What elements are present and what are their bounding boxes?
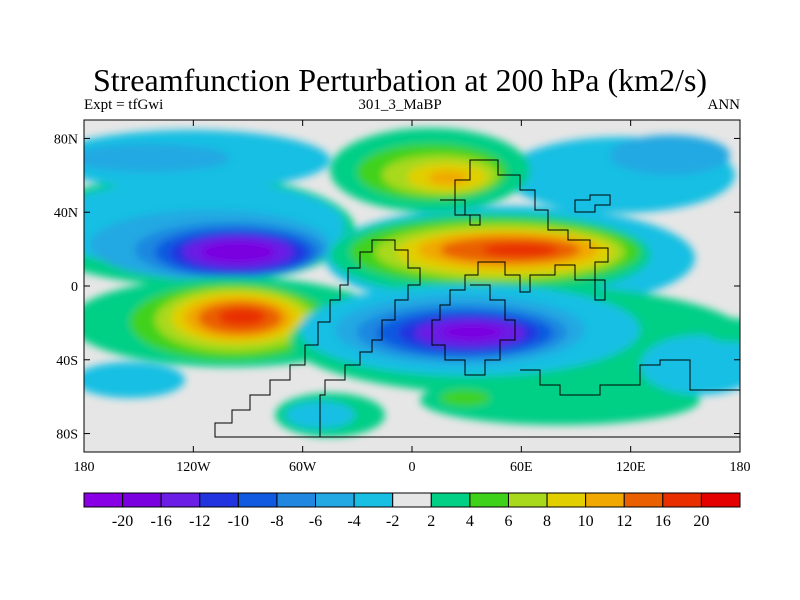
colorbar-swatch bbox=[353, 492, 394, 508]
contour-south-1 bbox=[420, 375, 700, 425]
colorbar-swatch bbox=[623, 492, 664, 508]
colorbar-label: 20 bbox=[693, 513, 709, 530]
colorbar-label: -10 bbox=[228, 513, 249, 530]
colorbar-swatch bbox=[160, 492, 201, 508]
colorbar-swatch bbox=[700, 492, 741, 508]
colorbar-swatch bbox=[662, 492, 702, 508]
colorbar: -20 -16 -12 -10 -8 -6 -4 -2 2 4 6 8 10 12 16 20 bbox=[83, 492, 741, 530]
outline-australia-antarctic bbox=[215, 359, 740, 438]
contour-indian-8 bbox=[440, 324, 504, 340]
outline-greenland bbox=[574, 194, 611, 213]
colorbar-label: 6 bbox=[504, 513, 512, 530]
contour-south-2 bbox=[440, 390, 490, 406]
colorbar-swatch bbox=[546, 492, 587, 508]
continent-outlines bbox=[214, 159, 740, 438]
colorbar-swatch bbox=[199, 492, 239, 508]
colorbar-swatch bbox=[507, 492, 548, 508]
colorbar-swatch bbox=[276, 492, 317, 508]
contour-asia-8 bbox=[482, 243, 558, 257]
colorbar-label: -6 bbox=[309, 513, 322, 530]
x-tick-label: 120W bbox=[176, 460, 211, 475]
axis-ticks: 180 120W 60W 0 60E 120E 180 80N 40N 0 40S 80S bbox=[54, 120, 751, 475]
x-tick-label: 60W bbox=[289, 460, 317, 475]
right-subtitle: ANN bbox=[707, 97, 741, 113]
colorbar-label: 8 bbox=[543, 513, 551, 530]
colorbar-label: 10 bbox=[578, 513, 594, 530]
colorbar-label: -8 bbox=[270, 513, 283, 530]
chart-title: Streamfunction Perturbation at 200 hPa (… bbox=[92, 62, 708, 98]
x-tick-label: 0 bbox=[409, 460, 416, 475]
contour-nband-2 bbox=[84, 144, 230, 172]
x-tick-label: 120E bbox=[616, 460, 646, 475]
contour-pacsh-7 bbox=[218, 308, 266, 326]
colorbar-swatch bbox=[430, 492, 471, 508]
colorbar-label: -16 bbox=[151, 513, 172, 530]
contour-nband-4 bbox=[610, 135, 730, 175]
colorbar-label: -4 bbox=[347, 513, 360, 530]
outline-europe bbox=[454, 199, 481, 226]
colorbar-swatch bbox=[469, 492, 509, 508]
colorbar-swatch bbox=[83, 492, 124, 508]
colorbar-label: 12 bbox=[616, 513, 632, 530]
center-subtitle: 301_3_MaBP bbox=[358, 97, 442, 113]
contour-blob-1 bbox=[84, 362, 185, 398]
x-tick-label: 60E bbox=[510, 460, 533, 475]
outline-eurasia bbox=[431, 159, 609, 376]
outline-americas bbox=[214, 239, 421, 438]
colorbar-label: -2 bbox=[386, 513, 399, 530]
y-tick-label: 80S bbox=[56, 428, 78, 443]
colorbar-swatch bbox=[392, 492, 432, 508]
contour-arctic-5 bbox=[428, 171, 468, 185]
y-tick-label: 40S bbox=[56, 354, 78, 369]
colorbar-label: 2 bbox=[427, 513, 435, 530]
contour-field bbox=[84, 128, 740, 438]
colorbar-swatch bbox=[237, 492, 278, 508]
y-tick-label: 80N bbox=[54, 132, 78, 147]
colorbar-label: 4 bbox=[466, 513, 474, 530]
y-tick-label: 40N bbox=[54, 206, 78, 221]
y-tick-label: 0 bbox=[71, 280, 78, 295]
colorbar-label: -20 bbox=[112, 513, 133, 530]
x-tick-label: 180 bbox=[730, 460, 751, 475]
x-tick-label: 180 bbox=[74, 460, 95, 475]
colorbar-swatch bbox=[122, 492, 162, 508]
colorbar-label: 16 bbox=[655, 513, 671, 530]
colorbar-label: -12 bbox=[189, 513, 210, 530]
colorbar-swatch bbox=[315, 492, 355, 508]
colorbar-swatch bbox=[585, 492, 625, 508]
left-subtitle: Expt = tfGwi bbox=[84, 97, 164, 113]
contour-south-6 bbox=[705, 318, 740, 342]
contour-pacnh-8 bbox=[200, 241, 276, 263]
